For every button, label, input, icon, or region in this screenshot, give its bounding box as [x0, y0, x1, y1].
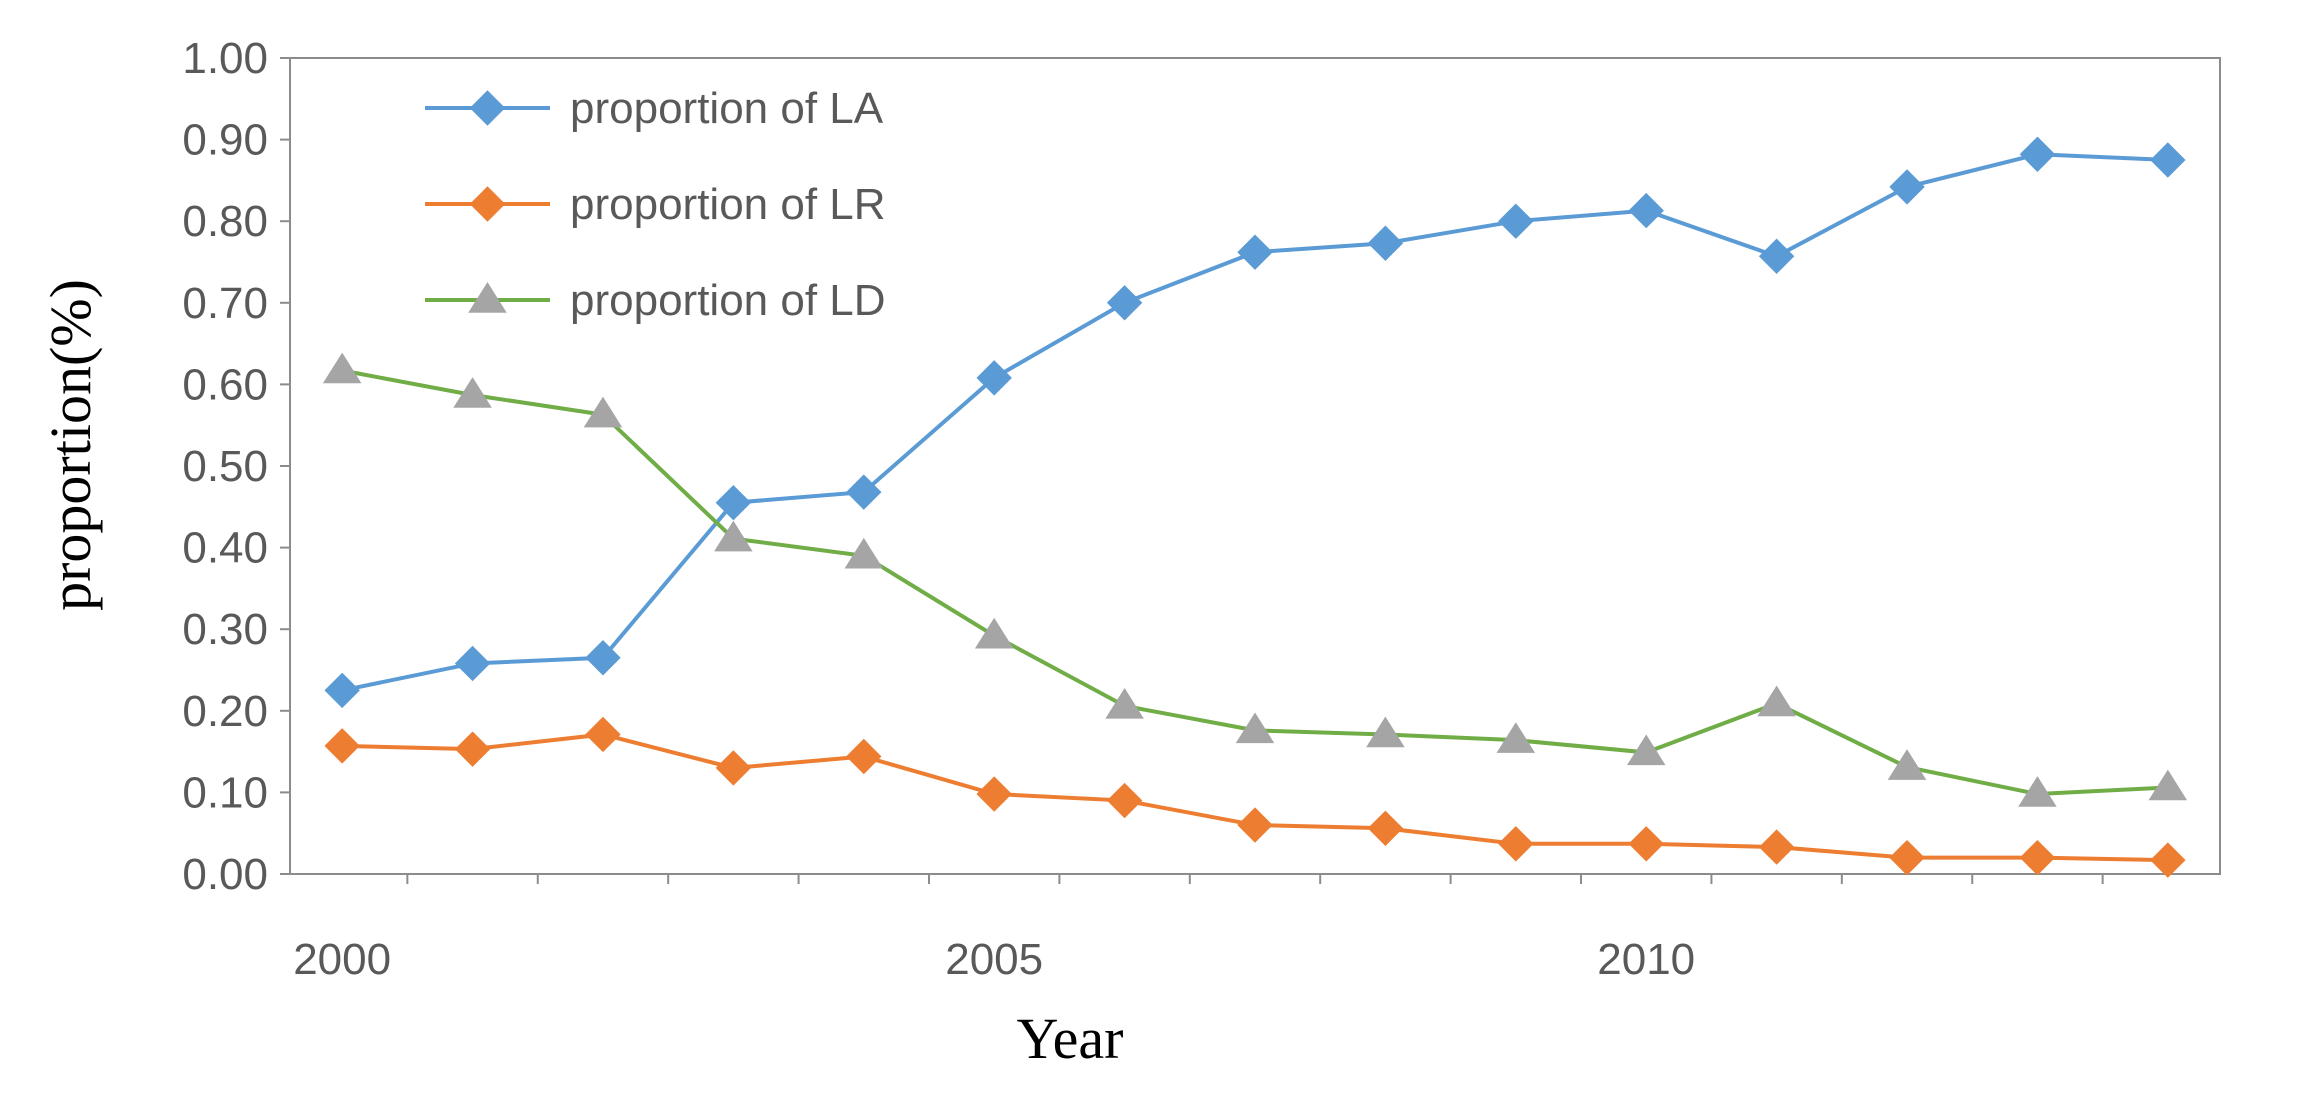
data-point: [976, 776, 1012, 812]
data-point: [1366, 716, 1405, 748]
data-point: [714, 520, 753, 552]
data-point: [2019, 136, 2056, 172]
data-point: [453, 377, 492, 408]
y-tick-label: 0.40: [182, 524, 268, 573]
data-point: [1237, 807, 1273, 843]
data-point: [1758, 238, 1795, 274]
data-point: [715, 485, 752, 521]
x-axis-title: Year: [1017, 1006, 1124, 1071]
y-tick-label: 0.60: [182, 360, 268, 409]
y-tick-label: 0.70: [182, 279, 268, 328]
legend-marker-proportion-of-ld: [468, 282, 507, 313]
data-point: [1758, 829, 1795, 865]
data-point: [715, 750, 752, 786]
y-tick-label: 1.00: [182, 34, 268, 83]
data-point: [1628, 192, 1664, 229]
data-point: [1235, 712, 1275, 744]
legend: proportion of LA proportion of LR proporti…: [425, 84, 886, 325]
legend-marker-proportion-of-lr: [469, 186, 506, 222]
data-point: [1367, 810, 1404, 847]
data-point: [1105, 687, 1144, 719]
data-point: [1889, 169, 1925, 205]
legend-label-proportion-of-la: proportion of LA: [570, 84, 884, 133]
y-tick-label: 0.00: [182, 850, 268, 899]
data-point: [974, 617, 1014, 649]
data-point: [1626, 734, 1666, 766]
data-point: [324, 672, 360, 709]
series-proportion-of-la: [324, 136, 2186, 709]
data-point: [976, 360, 1012, 396]
x-tick-label: 2010: [1597, 935, 1695, 984]
legend-marker-proportion-of-la: [469, 90, 506, 126]
data-point: [1498, 826, 1534, 862]
data-point: [583, 396, 623, 428]
y-tick-label: 0.50: [182, 442, 268, 491]
data-point: [1106, 782, 1143, 819]
y-tick-label: 0.80: [182, 197, 268, 246]
data-point: [322, 352, 362, 384]
data-point: [585, 640, 621, 676]
data-point: [2150, 142, 2186, 178]
y-tick-label: 0.90: [182, 116, 268, 165]
y-tick-label: 0.10: [182, 768, 268, 817]
data-point: [454, 645, 491, 682]
data-point: [1498, 203, 1534, 239]
data-point: [844, 537, 884, 569]
data-point: [1237, 234, 1273, 270]
data-point: [324, 728, 360, 764]
y-axis-title: proportion(%): [38, 279, 103, 611]
series-proportion-of-ld: [322, 352, 2188, 807]
data-point: [1367, 225, 1404, 261]
x-tick-label: 2005: [945, 935, 1043, 984]
x-tick-label: 2000: [293, 935, 391, 984]
legend-label-proportion-of-lr: proportion of LR: [570, 180, 886, 229]
data-point: [2150, 842, 2186, 878]
y-tick-label: 0.20: [182, 687, 268, 736]
data-point: [454, 731, 491, 767]
series-proportion-of-lr: [324, 716, 2186, 878]
data-point: [846, 474, 882, 510]
data-point: [1106, 285, 1143, 321]
data-point: [1496, 722, 1536, 753]
data-point: [1628, 826, 1664, 862]
legend-label-proportion-of-ld: proportion of LD: [570, 276, 886, 325]
data-point: [2019, 839, 2056, 876]
data-point: [1889, 839, 1925, 876]
data-point: [2018, 776, 2057, 807]
data-point: [2148, 769, 2188, 801]
data-point: [585, 716, 621, 753]
data-point: [1757, 685, 1796, 717]
series-group: [322, 136, 2188, 878]
y-tick-label: 0.30: [182, 605, 268, 654]
data-point: [846, 738, 882, 775]
data-point: [1887, 749, 1927, 780]
axes: 0.00 0.10 0.20 0.30 0.40 0.50 0.60 0.70 0.80 0.90…: [182, 34, 2221, 984]
